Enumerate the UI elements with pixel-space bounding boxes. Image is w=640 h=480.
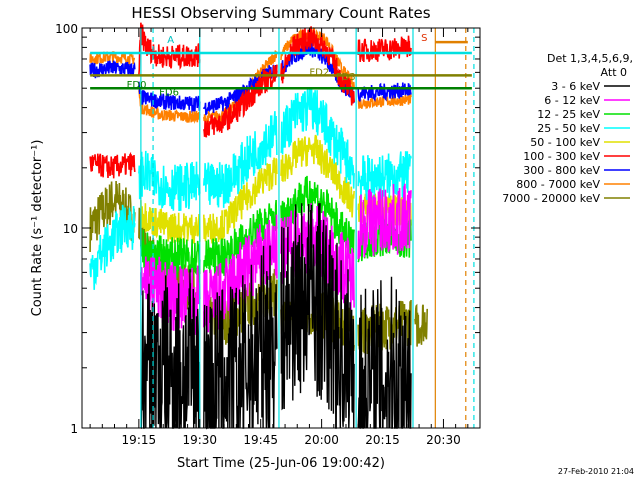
x-tick-label-4: 20:15 <box>365 433 400 447</box>
series-2 <box>140 175 412 281</box>
series-line-4 <box>140 134 412 244</box>
y-axis-ticks: 1 10 100 <box>55 22 480 436</box>
legend-label-6: 300 - 800 keV <box>523 164 600 177</box>
series-4 <box>140 134 412 244</box>
series-0 <box>140 203 412 430</box>
x-axis-ticks: 19:15 19:30 19:45 20:00 20:15 20:30 <box>89 28 481 447</box>
legend-label-7: 800 - 7000 keV <box>516 178 600 191</box>
series-line-2 <box>140 175 412 281</box>
legend-header-line-2: Att 0 <box>601 66 627 79</box>
y-tick-label-2: 100 <box>55 22 78 36</box>
horizontal-bars <box>90 40 472 90</box>
series-line-6 <box>89 41 412 116</box>
legend-label-5: 100 - 300 keV <box>523 150 600 163</box>
x-tick-label-1: 19:30 <box>182 433 217 447</box>
legend-label-8: 7000 - 20000 keV <box>502 192 600 205</box>
annotation-0: FD2 <box>309 67 329 78</box>
x-axis-label: Start Time (25-Jun-06 19:00:42) <box>177 456 385 471</box>
legend-label-3: 25 - 50 keV <box>537 122 600 135</box>
series-line-3 <box>89 87 412 290</box>
x-tick-label-5: 20:30 <box>426 433 461 447</box>
y-axis-label: Count Rate (s⁻¹ detector⁻¹) <box>30 140 45 317</box>
annotation-4: S <box>421 33 427 44</box>
legend-label-2: 12 - 25 keV <box>537 108 600 121</box>
annotation-5: A <box>167 35 174 46</box>
y-tick-label-1: 10 <box>63 222 78 236</box>
series-5 <box>89 22 412 179</box>
legend-header-line-1: Det 1,3,4,5,6,9, <box>547 52 633 65</box>
vertical-markers <box>140 28 475 428</box>
annotation-3: FD6 <box>159 87 179 98</box>
x-tick-label-2: 19:45 <box>243 433 278 447</box>
series-6 <box>89 41 412 116</box>
series-line-0 <box>140 203 412 430</box>
plot-timestamp: 27-Feb-2010 21:04 <box>558 467 634 476</box>
annotations: FD2 FD3 FD0 FD6 S A <box>127 33 428 98</box>
plot-data <box>89 22 428 430</box>
x-tick-label-0: 19:15 <box>122 433 157 447</box>
chart-title: HESSI Observing Summary Count Rates <box>131 4 430 22</box>
legend-label-0: 3 - 6 keV <box>551 80 600 93</box>
x-tick-label-3: 20:00 <box>304 433 339 447</box>
legend-label-1: 6 - 12 keV <box>544 94 600 107</box>
annotation-2: FD0 <box>127 80 147 91</box>
y-tick-label-0: 1 <box>70 422 78 436</box>
legend-label-4: 50 - 100 keV <box>530 136 600 149</box>
series-line-1 <box>140 183 412 336</box>
series-1 <box>140 183 412 336</box>
series-3 <box>89 87 412 290</box>
series-line-5 <box>89 22 412 179</box>
annotation-1: FD3 <box>336 72 356 83</box>
